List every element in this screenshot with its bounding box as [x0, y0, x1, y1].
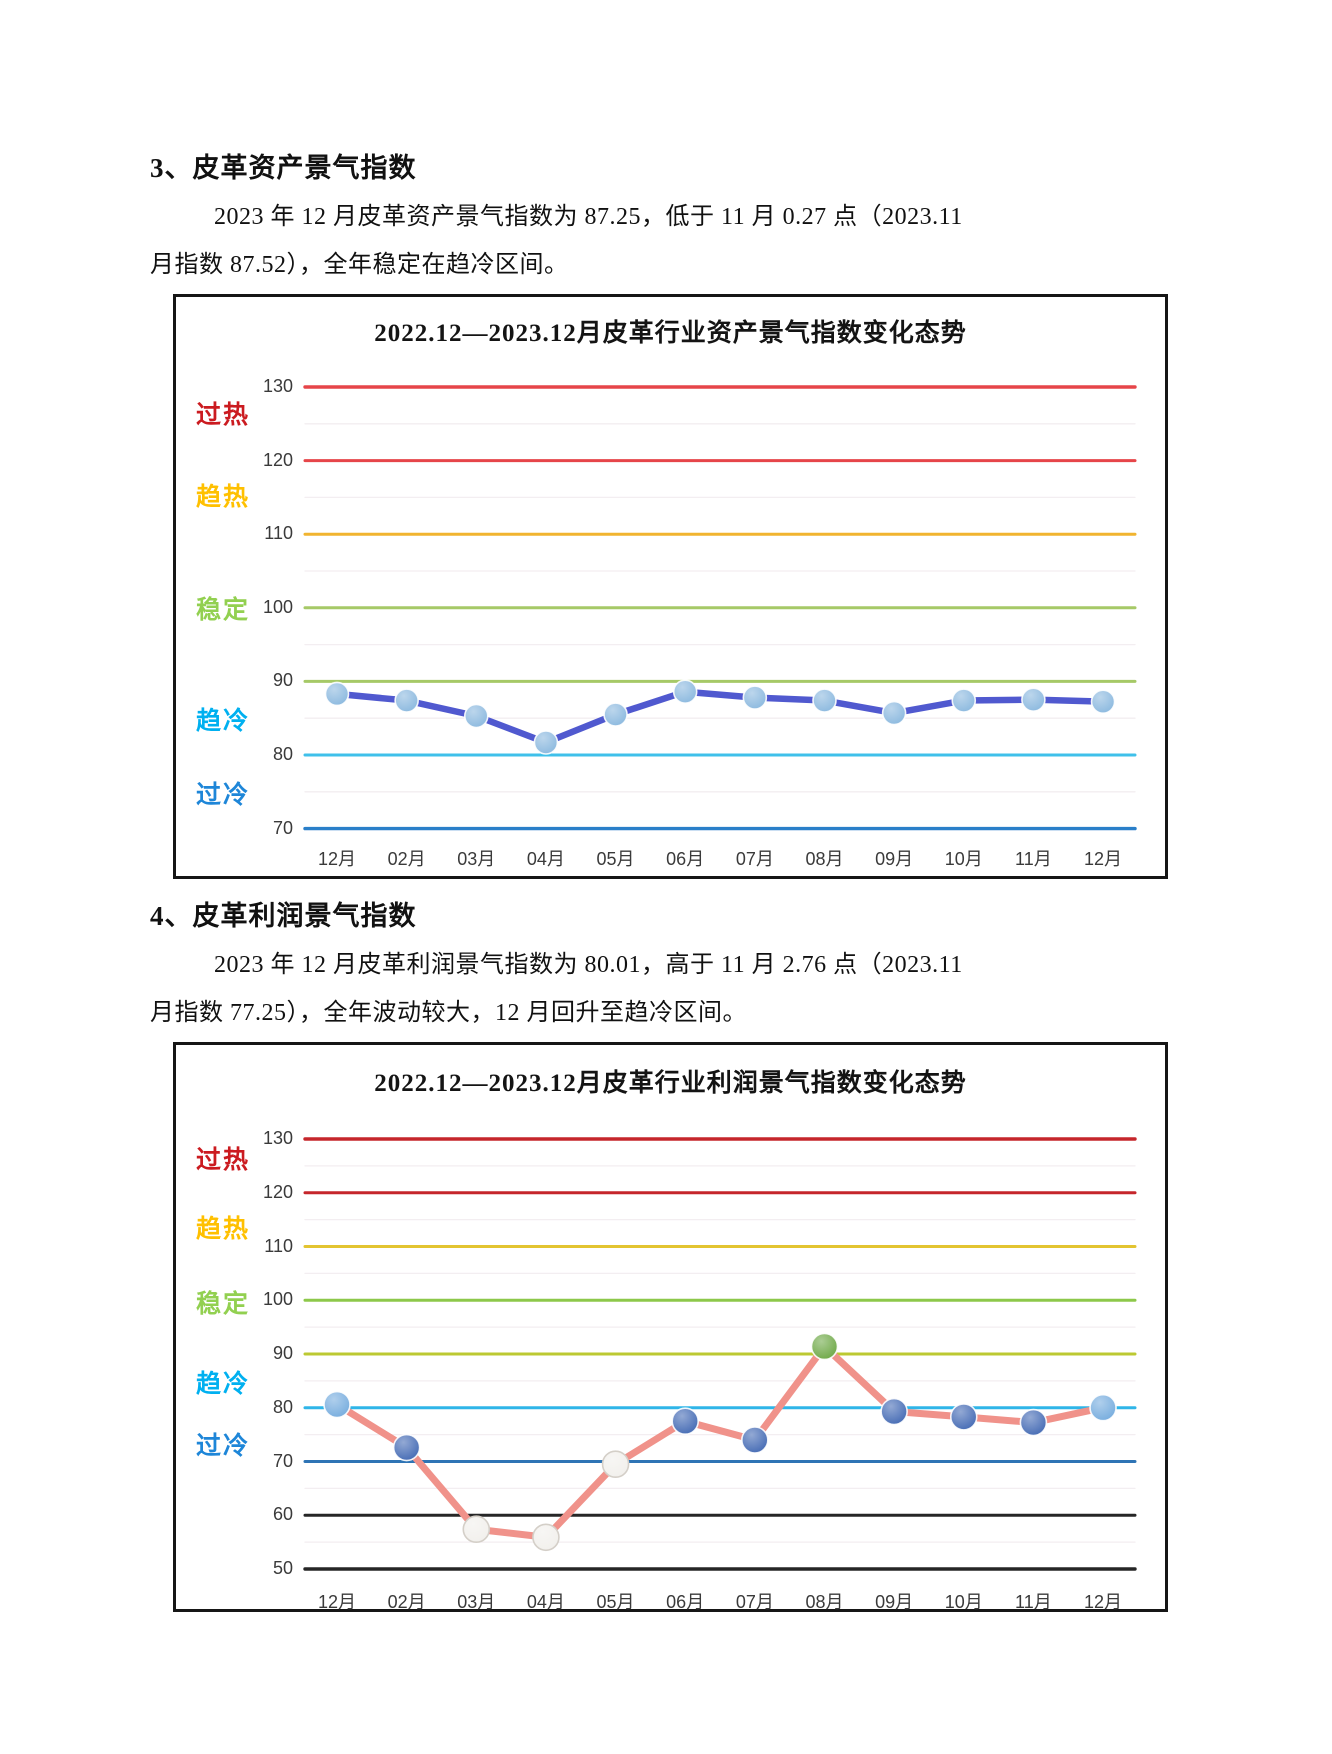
- x-axis-label-4: 05月: [596, 1592, 635, 1612]
- data-point-04月: [532, 1523, 560, 1552]
- data-point-07月: [741, 1426, 769, 1454]
- data-point-08月: [810, 1332, 839, 1361]
- section-3-paragraph-line-2: 月指数 87.52），全年稳定在趋冷区间。: [150, 252, 569, 278]
- data-point-12月: [1090, 689, 1116, 714]
- x-axis-label-3: 04月: [526, 849, 565, 869]
- x-axis-label-1: 02月: [387, 1592, 426, 1612]
- zone-label-4: 趋冷: [196, 707, 251, 735]
- profit-chart-title: 2022.12—2023.12月皮革行业利润景气指数变化态势: [374, 1070, 967, 1097]
- x-axis-label-2: 03月: [457, 1592, 496, 1612]
- x-axis-label-7: 08月: [805, 1592, 844, 1612]
- x-axis-label-8: 09月: [875, 849, 914, 869]
- data-point-04月: [533, 730, 559, 755]
- x-axis-label-7: 08月: [805, 849, 844, 869]
- x-axis-label-2: 03月: [457, 849, 496, 869]
- x-axis-label-11: 12月: [1084, 849, 1123, 869]
- y-axis-label-80: 80: [272, 1396, 293, 1417]
- x-axis-label-4: 05月: [596, 849, 635, 869]
- zone-label-3: 稳定: [196, 1290, 251, 1318]
- series-line: [333, 688, 1107, 746]
- x-axis-label-6: 07月: [735, 849, 774, 869]
- y-axis-label-70: 70: [272, 817, 293, 838]
- y-axis-label-90: 90: [272, 1343, 293, 1363]
- data-point-12月: [323, 1390, 351, 1419]
- x-axis-label-9: 10月: [944, 849, 983, 869]
- x-axis-label-1: 02月: [387, 849, 426, 869]
- y-axis-label-120: 120: [262, 1181, 293, 1202]
- series-line: [333, 1342, 1107, 1541]
- y-axis-label-80: 80: [272, 744, 293, 764]
- section-4-paragraph-line-1: 2023 年 12 月皮革利润景气指数为 80.01，高于 11 月 2.76 …: [214, 952, 963, 978]
- y-axis-label-50: 50: [272, 1558, 293, 1578]
- asset-index-chart: 2022.12—2023.12月皮革行业资产景气指数变化态势 130 120 110…: [173, 294, 1168, 879]
- data-point-02月: [394, 688, 419, 713]
- x-axis-label-8: 09月: [875, 1592, 914, 1612]
- asset-chart-plot: [303, 385, 1137, 831]
- zone-label-5: 过冷: [196, 1432, 251, 1460]
- profit-chart-plot: [303, 1137, 1137, 1571]
- zone-label-4: 趋冷: [196, 1370, 251, 1398]
- data-point-09月: [880, 1397, 908, 1426]
- x-axis-label-5: 06月: [666, 849, 705, 869]
- y-axis-label-130: 130: [262, 376, 293, 396]
- data-point-09月: [881, 700, 907, 726]
- data-point-10月: [949, 1403, 978, 1431]
- x-axis-label-0: 12月: [317, 1592, 357, 1612]
- zone-label-1: 过热: [196, 1146, 251, 1174]
- x-axis-label-10: 11月: [1015, 1592, 1052, 1612]
- data-point-06月: [671, 1407, 700, 1435]
- y-axis-label-70: 70: [272, 1450, 293, 1471]
- data-point-12月: [1089, 1393, 1117, 1422]
- x-axis-label-0: 12月: [317, 849, 357, 869]
- data-point-03月: [462, 1515, 491, 1544]
- y-axis-label-90: 90: [272, 670, 293, 691]
- asset-chart-title: 2022.12—2023.12月皮革行业资产景气指数变化态势: [374, 320, 967, 347]
- data-point-12月: [324, 681, 350, 707]
- zone-label-2: 趋热: [196, 483, 251, 511]
- section-4-paragraph-line-2: 月指数 77.25），全年波动较大，12 月回升至趋冷区间。: [150, 1000, 747, 1026]
- zone-label-3: 稳定: [196, 596, 251, 624]
- y-axis-label-100: 100: [262, 1289, 293, 1310]
- section-3-paragraph-line-1: 2023 年 12 月皮革资产景气指数为 87.25，低于 11 月 0.27 …: [214, 204, 963, 230]
- zone-label-1: 过热: [196, 401, 251, 429]
- x-axis-label-3: 04月: [526, 1592, 565, 1612]
- x-axis-label-5: 06月: [666, 1592, 705, 1612]
- y-axis-label-110: 110: [264, 1235, 293, 1256]
- data-point-07月: [742, 685, 768, 710]
- zone-label-5: 过冷: [196, 781, 251, 809]
- data-point-05月: [601, 1450, 630, 1478]
- x-axis-label-11: 12月: [1084, 1592, 1123, 1612]
- section-3-heading: 3、皮革资产景气指数: [150, 153, 417, 183]
- y-axis-label-60: 60: [272, 1504, 293, 1525]
- data-point-10月: [951, 688, 977, 713]
- y-axis-label-130: 130: [262, 1128, 293, 1148]
- data-point-08月: [812, 688, 837, 713]
- x-axis-label-10: 11月: [1015, 849, 1052, 869]
- data-point-02月: [392, 1433, 421, 1462]
- section-4-heading: 4、皮革利润景气指数: [150, 901, 417, 931]
- y-axis-label-100: 100: [262, 596, 293, 617]
- data-point-05月: [603, 702, 628, 727]
- data-point-11月: [1019, 1408, 1048, 1437]
- data-point-03月: [463, 703, 489, 729]
- x-axis-label-9: 10月: [944, 1592, 983, 1612]
- zone-label-2: 趋热: [196, 1215, 251, 1243]
- y-axis-label-120: 120: [262, 449, 293, 470]
- y-axis-label-110: 110: [264, 523, 293, 544]
- data-point-06月: [672, 679, 698, 705]
- x-axis-label-6: 07月: [735, 1592, 774, 1612]
- data-point-11月: [1021, 687, 1046, 712]
- profit-index-chart: 2022.12—2023.12月皮革行业利润景气指数变化态势 130 120 110…: [173, 1042, 1168, 1612]
